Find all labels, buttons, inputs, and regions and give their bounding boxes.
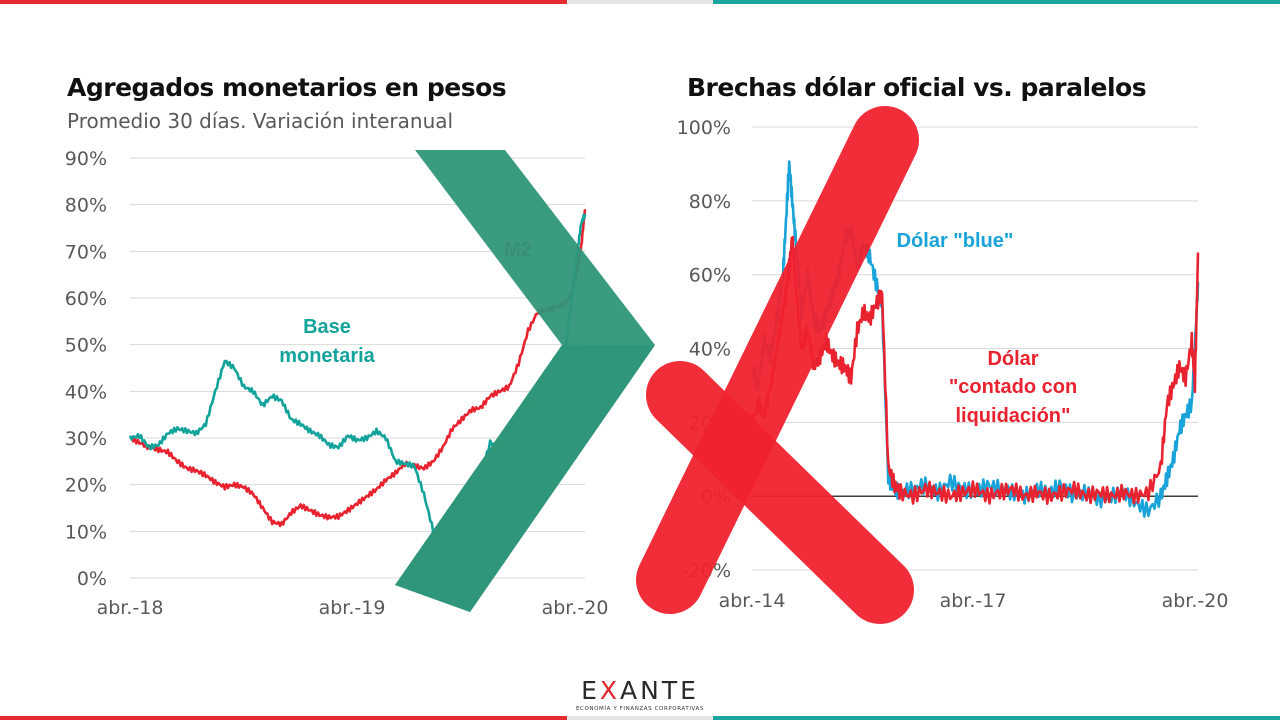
x-tick-label: abr.-14: [719, 590, 786, 612]
bottom-bar-gray: [567, 716, 713, 720]
x-tick-label: abr.-18: [97, 597, 164, 619]
y-tick-label: 50%: [65, 335, 107, 357]
series-annotation: Dólar "blue": [897, 230, 1014, 252]
series-annotation: Dólar: [987, 348, 1038, 370]
logo-wordmark: EXANTE: [581, 676, 699, 705]
y-tick-label: 80%: [689, 191, 731, 213]
decorative-x: [395, 106, 919, 624]
chart-1: 100%80%60%40%20%0%-20%abr.-14abr.-17abr.…: [677, 117, 1229, 612]
top-bar-teal: [713, 0, 1280, 4]
y-tick-label: 20%: [65, 475, 107, 497]
left-chart-title: Agregados monetarios en pesos: [67, 73, 507, 102]
top-bar-gray: [567, 0, 713, 4]
series-line-red: [129, 209, 587, 528]
left-chart-subtitle: Promedio 30 días. Variación interanual: [67, 109, 454, 133]
series-annotation: Base: [303, 316, 351, 338]
logo-tagline: ECONOMÍA Y FINANZAS CORPORATIVAS: [575, 706, 705, 712]
charts-group: 90% 80% 70% 60% 50% 40% 30% 20% 10% 0% abr.-18 abr.…: [65, 117, 1229, 619]
bottom-bar-teal: [713, 716, 1280, 720]
y-tick-label: 60%: [65, 288, 107, 310]
y-tick-label: 10%: [65, 521, 107, 543]
x-tick-label: abr.-20: [542, 597, 609, 619]
series-annotation: "contado con: [949, 376, 1077, 398]
y-tick-label: 90%: [65, 148, 107, 170]
y-tick-label: 0%: [77, 568, 107, 590]
green-chevron-lower: [395, 345, 655, 612]
y-tick-label: 80%: [65, 195, 107, 217]
x-tick-label: abr.-17: [940, 590, 1007, 612]
y-tick-label: 30%: [65, 428, 107, 450]
y-tick-label: 100%: [677, 117, 731, 139]
bottom-bar-red: [0, 716, 567, 720]
x-tick-label: abr.-20: [1162, 590, 1229, 612]
red-diagonal-band: [636, 106, 919, 614]
y-tick-label: 40%: [689, 339, 731, 361]
y-tick-label: 40%: [65, 381, 107, 403]
x-tick-label: abr.-19: [319, 597, 386, 619]
right-chart-title: Brechas dólar oficial vs. paralelos: [687, 73, 1147, 102]
y-tick-label: 60%: [689, 265, 731, 287]
series-annotation: monetaria: [279, 345, 375, 367]
y-tick-label: 70%: [65, 241, 107, 263]
red-diagonal-band-lower: [646, 361, 914, 624]
series-annotation: liquidación": [955, 405, 1070, 427]
exante-logo: EXANTE ECONOMÍA Y FINANZAS CORPORATIVAS: [560, 676, 720, 716]
chart-0: 90% 80% 70% 60% 50% 40% 30% 20% 10% 0% abr.-18 abr.…: [65, 148, 609, 619]
top-bar-red: [0, 0, 567, 4]
